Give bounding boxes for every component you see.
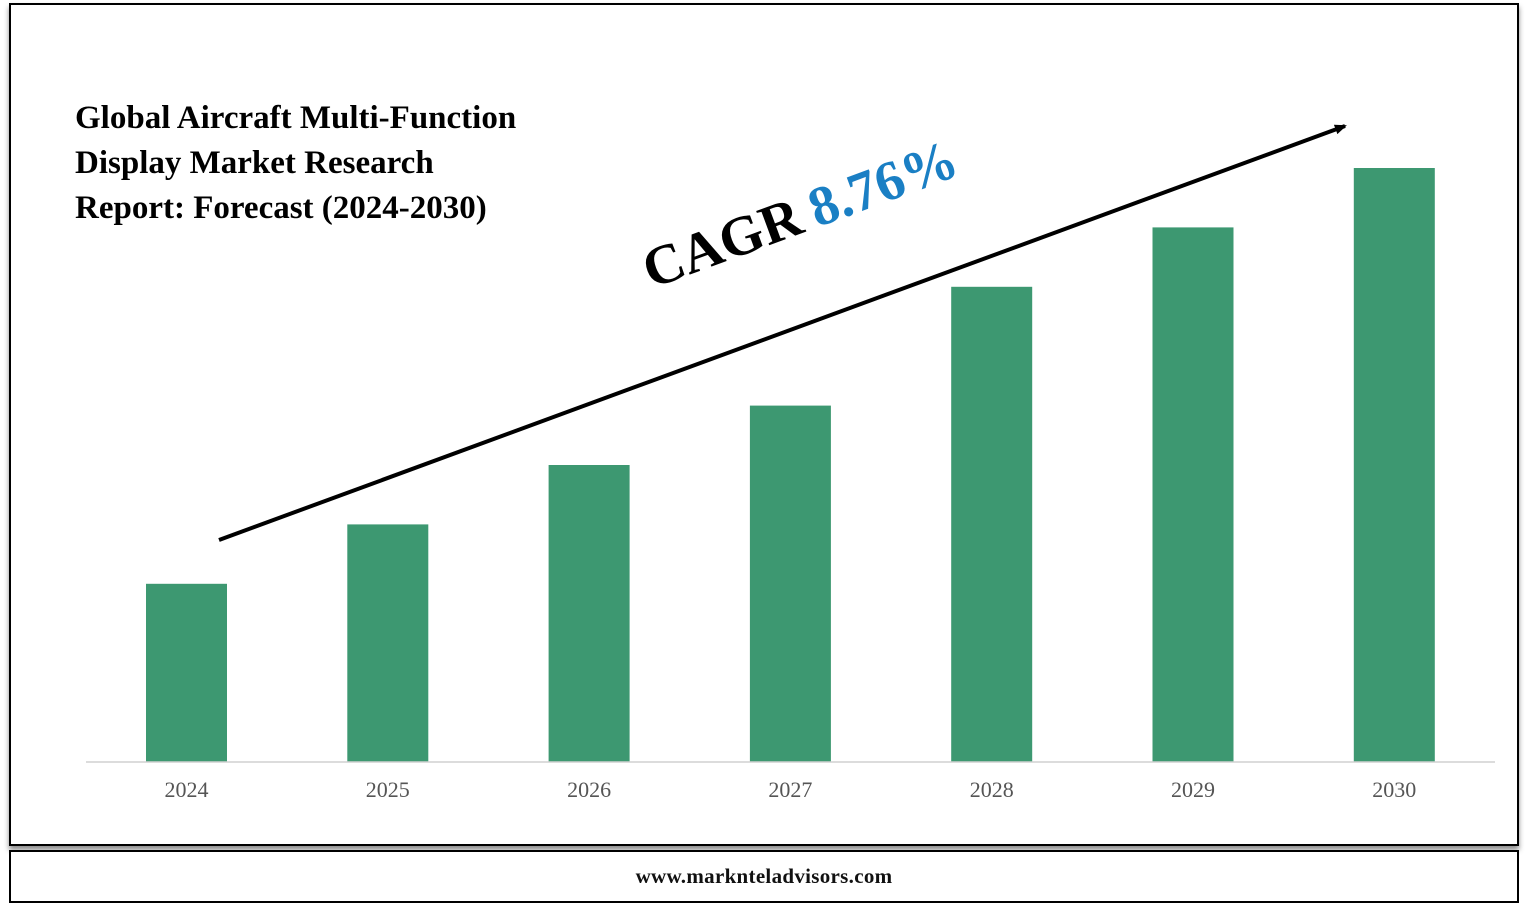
title-line-3: Report: Forecast (2024-2030) — [75, 190, 487, 226]
footer-bar: www.marknteladvisors.com — [9, 850, 1519, 903]
trend-arrow — [218, 124, 1347, 542]
x-tick-label-2026: 2026 — [567, 777, 611, 802]
bar-2030 — [1353, 168, 1435, 762]
x-tick-label-2027: 2027 — [768, 777, 812, 802]
chart-title: Global Aircraft Multi-Function Display M… — [75, 96, 595, 231]
title-line-1: Global Aircraft Multi-Function — [75, 100, 517, 136]
bar-2024 — [146, 583, 227, 762]
website-link[interactable]: www.marknteladvisors.com — [635, 864, 893, 888]
x-tick-label-2029: 2029 — [1171, 777, 1215, 802]
bar-2028 — [951, 286, 1033, 762]
x-tick-label-2024: 2024 — [165, 777, 209, 802]
bar-2026 — [548, 465, 630, 762]
x-tick-label-2025: 2025 — [366, 777, 410, 802]
x-tick-label-2028: 2028 — [970, 777, 1014, 802]
x-tick-label-2030: 2030 — [1372, 777, 1416, 802]
bar-2027 — [749, 405, 831, 762]
title-line-2: Display Market Research — [75, 145, 434, 181]
bar-2025 — [347, 524, 429, 762]
bar-2029 — [1152, 227, 1234, 762]
